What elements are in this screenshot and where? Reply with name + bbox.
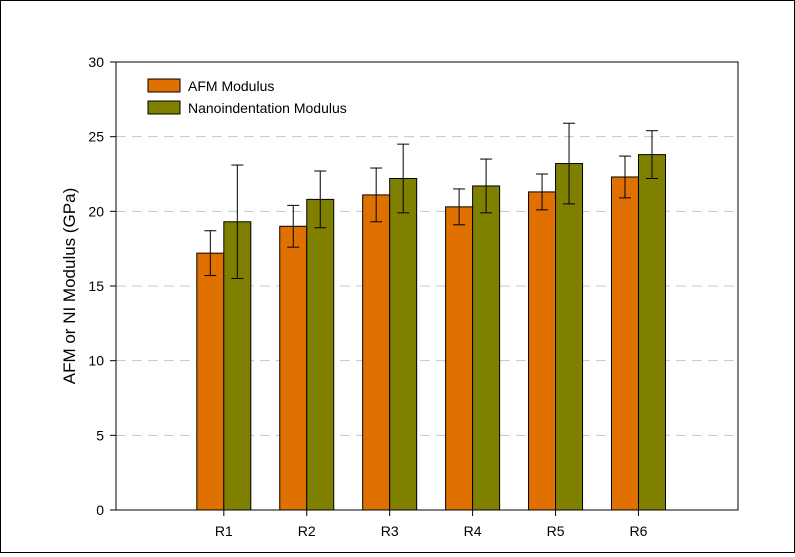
y-tick-label: 15 [88, 278, 104, 294]
bar-afm-r3 [363, 195, 390, 510]
x-tick-label-r2: R2 [298, 523, 316, 539]
y-axis: 0 5 10 15 20 25 30 [88, 54, 116, 518]
x-tick-label-r5: R5 [547, 523, 565, 539]
y-tick-label: 5 [96, 427, 104, 443]
x-axis: R1 R2 R3 R4 R5 R6 [215, 510, 648, 539]
bar-afm-r5 [529, 192, 556, 510]
error-bars-group [204, 123, 658, 278]
y-tick-label: 20 [88, 203, 104, 219]
bar-afm-r6 [611, 177, 638, 510]
y-tick-label: 0 [96, 502, 104, 518]
y-axis-label: AFM or NI Modulus (GPa) [60, 188, 79, 385]
bar-afm-r2 [280, 226, 307, 510]
bar-series-group [197, 155, 666, 510]
y-tick-label: 25 [88, 129, 104, 145]
bar-nanoindentation-r5 [556, 164, 583, 510]
x-tick-label-r4: R4 [464, 523, 482, 539]
y-tick-label: 10 [88, 353, 104, 369]
bar-nanoindentation-r3 [390, 178, 417, 510]
x-tick-label-r3: R3 [381, 523, 399, 539]
bar-afm-r1 [197, 253, 224, 510]
x-tick-label-r6: R6 [630, 523, 648, 539]
legend-label-afm: AFM Modulus [188, 78, 274, 94]
legend-swatch-afm [148, 79, 180, 92]
x-tick-label-r1: R1 [215, 523, 233, 539]
bar-afm-r4 [446, 207, 473, 510]
bar-nanoindentation-r6 [638, 155, 665, 510]
legend: AFM Modulus Nanoindentation Modulus [148, 78, 347, 116]
legend-label-nanoindentation: Nanoindentation Modulus [188, 100, 347, 116]
bar-nanoindentation-r2 [307, 199, 334, 510]
y-tick-label: 30 [88, 54, 104, 70]
legend-swatch-nanoindentation [148, 101, 180, 114]
bar-nanoindentation-r4 [473, 186, 500, 510]
